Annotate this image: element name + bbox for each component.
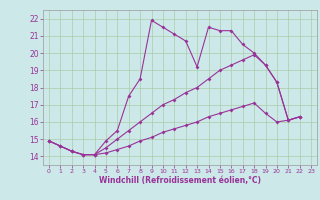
X-axis label: Windchill (Refroidissement éolien,°C): Windchill (Refroidissement éolien,°C) [99, 176, 261, 185]
